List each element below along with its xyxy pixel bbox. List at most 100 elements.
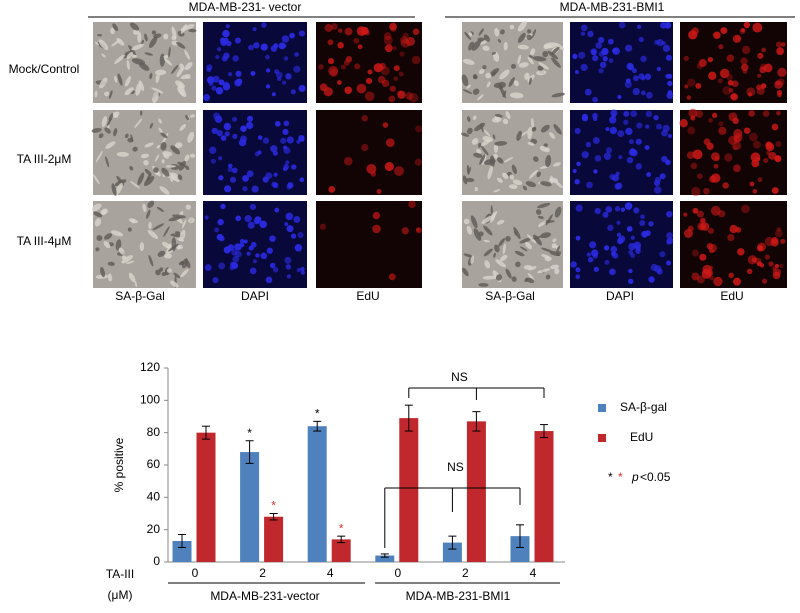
edu-spot — [394, 166, 404, 176]
nucleus — [224, 131, 230, 137]
micrograph — [461, 110, 563, 195]
error-bar — [516, 524, 524, 548]
edu-spot — [700, 217, 706, 224]
nucleus — [242, 186, 248, 192]
edu-spot — [741, 63, 749, 72]
edu-spot — [757, 52, 764, 59]
cell — [144, 175, 155, 187]
nucleus — [666, 210, 673, 218]
cell — [117, 73, 123, 86]
nucleus — [283, 163, 290, 170]
nucleus — [593, 169, 598, 174]
edu-spot — [761, 47, 766, 53]
edu-spot — [726, 54, 735, 62]
nucleus — [286, 136, 294, 144]
cell — [494, 114, 503, 118]
group-label: MDA-MB-231-vector — [210, 589, 319, 603]
edu-spot — [397, 90, 406, 99]
nucleus — [208, 81, 214, 87]
cell — [164, 253, 172, 259]
cell — [537, 215, 544, 219]
cell — [110, 27, 115, 35]
star-label: * — [315, 407, 320, 421]
legend-swatch — [598, 434, 606, 442]
cell — [159, 186, 170, 195]
nucleus — [218, 262, 226, 270]
nucleus — [575, 267, 581, 273]
error-bar — [337, 535, 346, 544]
cell — [112, 23, 119, 32]
panel-group-label: MDA-MB-231-BMI1 — [560, 0, 665, 14]
cell — [140, 110, 143, 116]
cell — [162, 151, 173, 157]
edu-spot — [771, 187, 779, 194]
cell — [468, 32, 473, 37]
cell — [486, 81, 491, 88]
cell — [478, 231, 484, 237]
cell — [482, 65, 487, 70]
cell — [124, 87, 134, 96]
cell — [155, 73, 160, 83]
cell — [128, 218, 139, 224]
nucleus — [605, 126, 610, 132]
cell — [154, 69, 167, 76]
nucleus — [244, 215, 252, 223]
edu-spot — [752, 22, 763, 33]
nucleus — [605, 147, 613, 154]
cell — [154, 154, 160, 162]
nucleus — [611, 113, 616, 118]
y-tick-label: 60 — [147, 457, 161, 471]
cell — [536, 70, 547, 76]
nucleus — [575, 235, 581, 241]
cell — [156, 206, 165, 212]
cell — [545, 274, 551, 280]
cell — [177, 244, 184, 250]
nucleus — [231, 167, 238, 174]
bar — [510, 536, 530, 562]
nucleus — [265, 276, 273, 284]
edu-spot — [683, 55, 689, 62]
column-label: EdU — [720, 289, 743, 303]
cell — [512, 179, 523, 186]
nucleus — [217, 218, 224, 226]
edu-spot — [412, 28, 420, 35]
micrograph — [316, 110, 423, 195]
nucleus — [645, 110, 653, 118]
cell — [94, 218, 102, 227]
nucleus — [626, 62, 634, 70]
cell — [527, 272, 535, 281]
edu-spot — [722, 86, 732, 95]
nucleus — [608, 116, 617, 124]
cell — [483, 34, 490, 42]
cell — [554, 268, 560, 275]
cell — [539, 145, 548, 152]
nucleus — [265, 84, 271, 89]
bar — [399, 418, 419, 562]
cell — [180, 24, 187, 34]
nucleus — [572, 53, 578, 60]
edu-spot — [711, 112, 718, 119]
cell — [163, 33, 169, 40]
nucleus — [282, 80, 287, 85]
cell — [188, 217, 195, 224]
nucleus — [578, 51, 586, 59]
bar — [196, 432, 216, 562]
nucleus — [662, 124, 670, 133]
nucleus — [270, 145, 278, 153]
nucleus — [626, 156, 634, 164]
edu-spot — [765, 141, 773, 149]
nucleus — [218, 79, 225, 86]
nucleus — [594, 207, 601, 215]
edu-spot — [711, 173, 721, 183]
cell — [502, 90, 507, 98]
cell — [472, 74, 478, 80]
nucleus — [298, 30, 306, 37]
edu-spot — [318, 64, 324, 70]
cell — [101, 53, 106, 58]
nucleus — [218, 156, 223, 161]
edu-spot — [353, 37, 360, 44]
ns-bracket — [384, 487, 521, 548]
cell — [483, 159, 496, 165]
cell — [551, 92, 565, 98]
cell — [105, 141, 116, 149]
